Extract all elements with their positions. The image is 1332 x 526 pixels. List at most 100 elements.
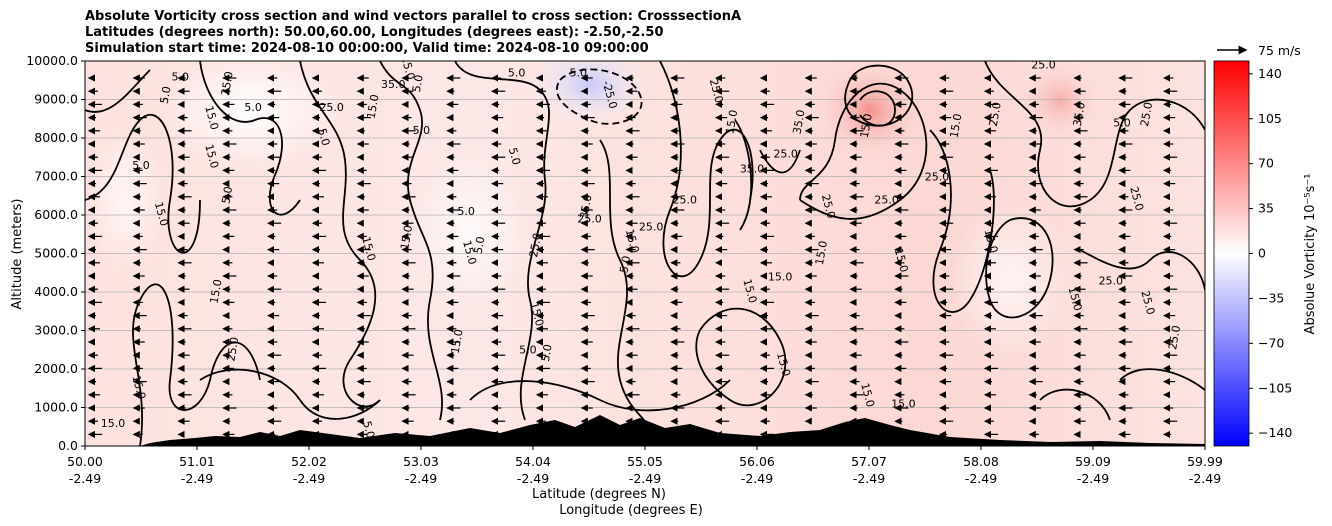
contour-label: 15.0 bbox=[740, 278, 759, 305]
x-tick-label-lat: 59.09 bbox=[1075, 454, 1111, 469]
y-tick-label: 4000.0 bbox=[34, 284, 78, 299]
x-tick-label-lon: -2.49 bbox=[1189, 471, 1221, 486]
contour-label: 15.0 bbox=[152, 201, 171, 228]
x-axis-label-longitude: Longitude (degrees E) bbox=[559, 503, 703, 518]
y-tick-label: 9000.0 bbox=[34, 92, 78, 107]
x-tick-label-lat: 59.99 bbox=[1187, 454, 1223, 469]
x-axis-label-latitude: Latitude (degrees N) bbox=[532, 487, 666, 502]
y-tick-label: 7000.0 bbox=[34, 169, 78, 184]
x-tick-label-lon: -2.49 bbox=[181, 471, 213, 486]
contour-label: 25.0 bbox=[819, 193, 838, 220]
contour-label: 15.0 bbox=[365, 93, 382, 119]
x-tick-label-lat: 56.06 bbox=[739, 454, 775, 469]
contour-label: 25.0 bbox=[987, 101, 1004, 127]
contour-label: 15.0 bbox=[460, 239, 479, 266]
contour-label: 5.0 bbox=[158, 85, 174, 104]
wind-vectors bbox=[87, 74, 1178, 438]
colorbar-label: Absolue Vorticity 10⁻⁵s⁻¹ bbox=[1303, 174, 1318, 335]
contour-label: 15.0 bbox=[858, 382, 877, 409]
y-tick-label: 8000.0 bbox=[34, 130, 78, 145]
y-axis-label: Altitude (meters) bbox=[10, 199, 25, 310]
x-tick-label-lat: 50.00 bbox=[67, 454, 103, 469]
contour-label: 5.0 bbox=[519, 344, 537, 357]
contour-label: 15.0 bbox=[947, 113, 964, 139]
y-tick-label: 0.0 bbox=[58, 438, 78, 453]
contour-label: 25.0 bbox=[773, 147, 798, 160]
y-tick-label: 1000.0 bbox=[34, 400, 78, 415]
x-tick-label-lat: 57.07 bbox=[851, 454, 887, 469]
contour-label: 15.0 bbox=[359, 235, 378, 262]
x-tick-label-lon: -2.49 bbox=[853, 471, 885, 486]
contour-label: 25.0 bbox=[1166, 324, 1183, 350]
x-tick-label-lat: 51.01 bbox=[179, 454, 215, 469]
contour-label: 5.0 bbox=[457, 205, 475, 218]
colorbar-tick-label: −105 bbox=[1258, 380, 1292, 395]
contour-label: 15.0 bbox=[208, 278, 225, 304]
y-axis-ticks: 0.0 1000.0 2000.0 3000.0 4000.0 5000.0 6000.0 7… bbox=[26, 53, 85, 453]
y-tick-label: 3000.0 bbox=[34, 323, 78, 338]
colorbar-tick-label: 105 bbox=[1258, 111, 1282, 126]
contour-label: 25.0 bbox=[1138, 289, 1157, 316]
positive-vorticity-maximum bbox=[815, 61, 925, 160]
contour-label: 25.0 bbox=[673, 193, 698, 206]
y-tick-label: 5000.0 bbox=[34, 246, 78, 261]
contour-label: 5.0 bbox=[413, 124, 431, 137]
contour-label: 15.0 bbox=[774, 351, 793, 378]
contour-label: 5.0 bbox=[315, 127, 332, 147]
contour-label: 5.0 bbox=[410, 74, 426, 93]
contour-label: 5.0 bbox=[506, 146, 523, 166]
x-tick-label-lon: -2.49 bbox=[405, 471, 437, 486]
contour-label: 25.0 bbox=[1127, 185, 1146, 212]
y-tick-label: 6000.0 bbox=[34, 207, 78, 222]
contour-label: 5.0 bbox=[244, 101, 262, 114]
x-tick-label-lon: -2.49 bbox=[741, 471, 773, 486]
contour-label: 25.0 bbox=[577, 213, 602, 226]
terrain bbox=[140, 415, 1205, 446]
contour-label: 15.0 bbox=[101, 417, 126, 430]
x-tick-label-lon: -2.49 bbox=[293, 471, 325, 486]
contour-label: 15.0 bbox=[768, 270, 793, 283]
chart-title-line-2: Latitudes (degrees north): 50.00,60.00, … bbox=[85, 25, 664, 40]
x-axis-ticks: 50.00 -2.49 51.01 -2.49 52.02 -2.49 53.03 -2.49… bbox=[67, 446, 1223, 486]
contour-label: 25.0 bbox=[1138, 101, 1155, 127]
x-tick-label-lon: -2.49 bbox=[1077, 471, 1109, 486]
contour-label: 15.0 bbox=[858, 113, 875, 139]
colorbar-ticks: 140 105 70 35 0 −35 −70 −105 −140 bbox=[1249, 66, 1292, 440]
contour-label: 35.0 bbox=[381, 78, 406, 91]
chart-title-line-1: Absolute Vorticity cross section and win… bbox=[85, 9, 742, 24]
contour-label: 25.0 bbox=[874, 193, 899, 206]
x-tick-label-lat: 55.05 bbox=[627, 454, 663, 469]
contour-label: 25.0 bbox=[1031, 59, 1056, 72]
contour-label: 5.0 bbox=[1113, 116, 1131, 129]
x-tick-label-lon: -2.49 bbox=[517, 471, 549, 486]
y-tick-label: 10000.0 bbox=[26, 53, 78, 68]
colorbar-tick-label: 0 bbox=[1258, 246, 1266, 261]
y-tick-label: 2000.0 bbox=[34, 361, 78, 376]
x-tick-label-lat: 53.03 bbox=[403, 454, 439, 469]
colorbar-tick-label: −70 bbox=[1258, 335, 1284, 350]
contour-label: 5.0 bbox=[508, 66, 526, 79]
contour-label: 25.0 bbox=[1099, 274, 1124, 287]
wind-key-label: 75 m/s bbox=[1258, 43, 1301, 58]
contour-label: 15.0 bbox=[202, 104, 221, 131]
contour-lines bbox=[85, 61, 1205, 446]
colorbar-tick-label: 70 bbox=[1258, 156, 1274, 171]
negative-vorticity-region bbox=[530, 61, 650, 125]
contour-label: 35.0 bbox=[740, 163, 765, 176]
x-tick-label-lat: 52.02 bbox=[291, 454, 327, 469]
x-tick-label-lat: 54.04 bbox=[515, 454, 551, 469]
contour-label: 5.0 bbox=[172, 70, 190, 83]
colorbar-tick-label: −35 bbox=[1258, 290, 1284, 305]
x-tick-label-lat: 58.08 bbox=[963, 454, 999, 469]
contour-label: 25.0 bbox=[925, 170, 950, 183]
contour-label: 15.0 bbox=[202, 143, 221, 170]
colorbar-tick-label: 140 bbox=[1258, 66, 1282, 81]
vorticity-field: 5.0 5.0 15.0 25.0 5.0 15.0 5.0 5.0 15.0 15.0 25.0 5… bbox=[85, 59, 1205, 446]
contour-label: 25.0 bbox=[319, 101, 344, 114]
colorbar-tick-label: −140 bbox=[1258, 425, 1292, 440]
contour-label: 15.0 bbox=[723, 109, 740, 135]
contour-label: 25.0 bbox=[639, 220, 664, 233]
x-tick-label-lon: -2.49 bbox=[965, 471, 997, 486]
colorbar-tick-label: 35 bbox=[1258, 201, 1274, 216]
